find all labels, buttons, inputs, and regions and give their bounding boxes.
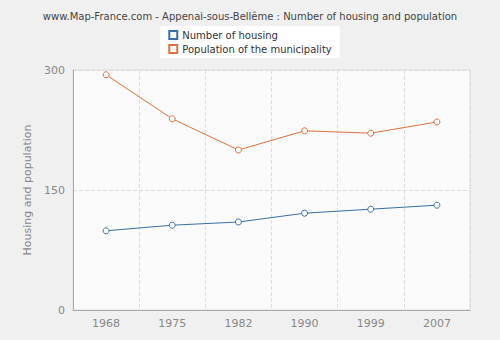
svg-text:1968: 1968 <box>92 317 120 330</box>
svg-text:300: 300 <box>44 64 65 77</box>
svg-text:1990: 1990 <box>291 317 319 330</box>
svg-text:Number of housing: Number of housing <box>182 30 278 41</box>
svg-text:2007: 2007 <box>423 317 451 330</box>
svg-text:www.Map-France.com - Appenai-s: www.Map-France.com - Appenai-sous-Bellêm… <box>43 11 457 22</box>
svg-text:150: 150 <box>44 184 65 197</box>
svg-text:0: 0 <box>58 304 65 317</box>
svg-text:Housing and population: Housing and population <box>21 125 34 256</box>
svg-text:1999: 1999 <box>357 317 385 330</box>
svg-text:1982: 1982 <box>224 317 252 330</box>
svg-text:Population of the municipality: Population of the municipality <box>182 44 332 55</box>
svg-text:1975: 1975 <box>158 317 186 330</box>
